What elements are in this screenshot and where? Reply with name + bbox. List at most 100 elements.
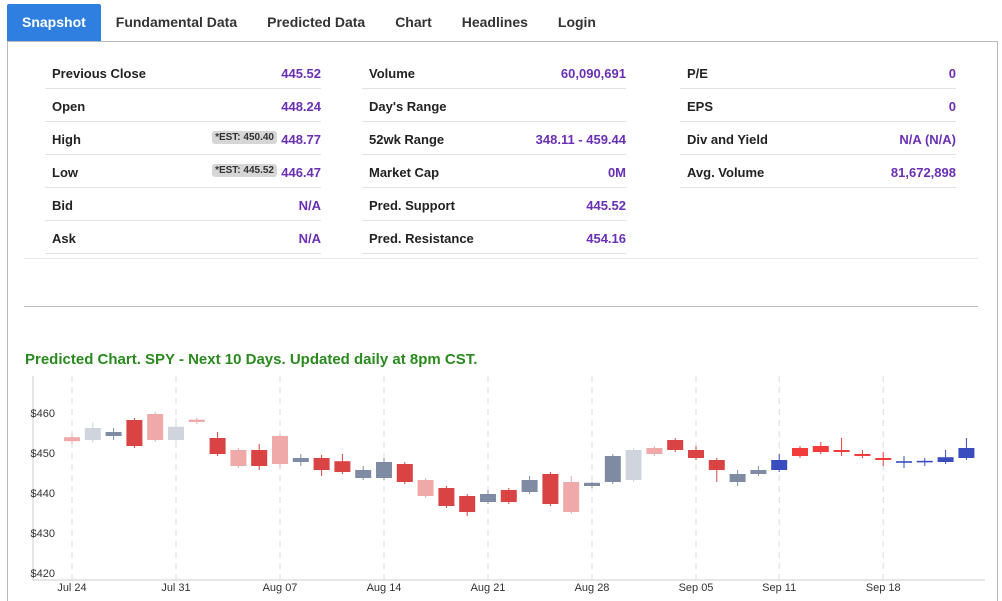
candle-body	[625, 450, 642, 480]
candle-body	[126, 420, 143, 446]
candle-body	[188, 419, 205, 422]
stat-row: Avg. Volume 81,672,898	[680, 155, 956, 188]
candle-body	[334, 461, 351, 472]
tab-bar: Snapshot Fundamental Data Predicted Data Ch…	[7, 4, 611, 41]
y-tick-label: $450	[31, 448, 55, 460]
candle-body	[833, 450, 850, 452]
candle-body	[292, 458, 309, 462]
candle-body	[105, 432, 122, 436]
x-tick-label: Aug 28	[575, 582, 610, 594]
stat-label: 52wk Range	[369, 132, 445, 147]
stat-label: Day's Range	[369, 99, 447, 114]
candle-body	[896, 461, 912, 463]
stat-value: 60,090,691	[560, 66, 626, 81]
stat-value: 446.47	[281, 165, 321, 180]
stat-value: 448.77	[281, 132, 321, 147]
stat-label: Previous Close	[52, 66, 146, 81]
candle-body	[376, 462, 392, 478]
stat-value: 445.52	[281, 66, 321, 81]
candle-body	[937, 457, 954, 462]
candle-body	[251, 450, 268, 466]
chart-title: Predicted Chart. SPY - Next 10 Days. Upd…	[25, 351, 478, 368]
x-tick-label: Sep 05	[679, 582, 714, 594]
stat-value: 0	[948, 66, 956, 81]
stat-label: Open	[52, 99, 86, 114]
stat-label: Pred. Support	[369, 198, 455, 213]
y-tick-label: $420	[31, 568, 55, 580]
candle-body	[84, 428, 101, 440]
x-tick-label: Jul 31	[161, 582, 190, 594]
candle-body	[147, 414, 164, 440]
candle-body	[313, 458, 330, 470]
panel	[7, 41, 998, 601]
tab[interactable]: Login	[557, 14, 596, 30]
stat-row: High 448.77 *EST: 450.40	[45, 122, 321, 155]
candle-body	[438, 488, 455, 506]
candle-body	[854, 454, 871, 456]
stat-value: 0M	[607, 165, 626, 180]
stat-row: 52wk Range 348.11 - 459.44	[362, 122, 626, 155]
candle-body	[771, 460, 788, 470]
stat-row: Pred. Resistance 454.16	[362, 221, 626, 254]
candle-body	[750, 470, 767, 474]
x-tick-label: Sep 11	[762, 582, 796, 594]
x-tick-label: Sep 18	[866, 582, 901, 594]
x-tick-label: Aug 21	[471, 582, 506, 594]
candle-body	[500, 490, 517, 502]
candle-body	[792, 448, 808, 456]
candle-body	[646, 448, 663, 454]
candle-body	[168, 426, 184, 440]
tab[interactable]: Fundamental Data	[115, 14, 238, 30]
candle-body	[64, 437, 80, 442]
stat-row: Market Cap 0M	[362, 155, 626, 188]
candle-body	[230, 450, 247, 466]
stat-label: Market Cap	[369, 165, 440, 180]
tab[interactable]: Chart	[395, 14, 432, 30]
stat-row: Div and Yield N/A (N/A)	[680, 122, 956, 155]
stat-label: Avg. Volume	[687, 165, 765, 180]
candle-body	[688, 450, 704, 458]
stat-row: P/E 0	[680, 56, 956, 89]
y-tick-label: $460	[31, 408, 55, 420]
tab[interactable]: Predicted Data	[267, 14, 366, 30]
stat-label: P/E	[687, 66, 708, 81]
stat-value: 81,672,898	[890, 165, 956, 180]
y-tick-label: $440	[31, 488, 55, 500]
stat-value: N/A	[298, 198, 321, 213]
stat-row: Volume 60,090,691	[362, 56, 626, 89]
tab[interactable]: Headlines	[461, 14, 528, 30]
stat-value: N/A (N/A)	[899, 132, 956, 147]
candle-body	[209, 438, 226, 454]
stat-label: High	[52, 132, 81, 147]
candle-body	[875, 458, 892, 460]
candle-body	[396, 464, 413, 482]
stat-value: 0	[948, 99, 956, 114]
estimate-badge: *EST: 445.52	[212, 164, 277, 177]
candle-body	[355, 470, 372, 478]
stat-label: Low	[52, 165, 78, 180]
stat-value: 348.11 - 459.44	[535, 132, 626, 147]
y-tick-label: $430	[31, 528, 55, 540]
candle-body	[480, 494, 496, 502]
stat-row: Day's Range	[362, 89, 626, 122]
stat-row: Bid N/A	[45, 188, 321, 221]
stat-row: Ask N/A	[45, 221, 321, 254]
stat-value: 454.16	[586, 231, 626, 246]
candle-body	[708, 460, 725, 470]
candle-body	[417, 480, 434, 496]
candle-body	[729, 474, 746, 482]
candle-body	[667, 440, 684, 450]
tab[interactable]: Snapshot	[7, 4, 101, 41]
divider	[24, 306, 978, 307]
stat-row: Open 448.24	[45, 89, 321, 122]
candle-body	[459, 496, 476, 512]
candle-body	[584, 482, 600, 486]
stat-value: 448.24	[281, 99, 321, 114]
candle-body	[812, 446, 829, 452]
candle-body	[563, 482, 580, 512]
stat-column: Previous Close 445.52 Open 448.24 High 448.77…	[45, 56, 321, 254]
stat-label: Div and Yield	[687, 132, 768, 147]
stat-row: Previous Close 445.52	[45, 56, 321, 89]
